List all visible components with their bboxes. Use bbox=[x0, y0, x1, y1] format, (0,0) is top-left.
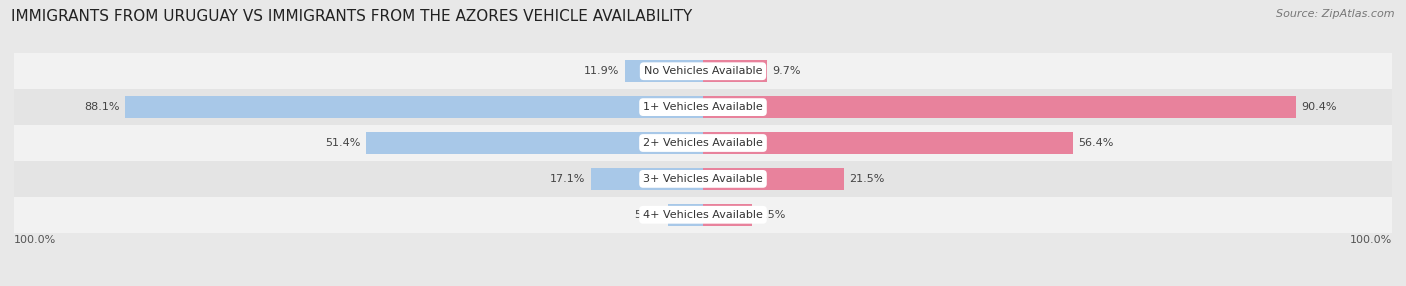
Text: 5.4%: 5.4% bbox=[634, 210, 662, 220]
Text: 3+ Vehicles Available: 3+ Vehicles Available bbox=[643, 174, 763, 184]
Text: 100.0%: 100.0% bbox=[1350, 235, 1392, 245]
Text: 7.5%: 7.5% bbox=[758, 210, 786, 220]
Bar bbox=[703, 204, 752, 226]
Bar bbox=[703, 96, 1296, 118]
Text: No Vehicles Available: No Vehicles Available bbox=[644, 66, 762, 76]
Text: 100.0%: 100.0% bbox=[14, 235, 56, 245]
Text: 88.1%: 88.1% bbox=[84, 102, 120, 112]
Bar bbox=[14, 53, 1392, 89]
Bar bbox=[14, 89, 1392, 125]
Bar bbox=[14, 125, 1392, 161]
Text: 21.5%: 21.5% bbox=[849, 174, 884, 184]
Text: 51.4%: 51.4% bbox=[325, 138, 360, 148]
Bar bbox=[703, 132, 1073, 154]
Text: IMMIGRANTS FROM URUGUAY VS IMMIGRANTS FROM THE AZORES VEHICLE AVAILABILITY: IMMIGRANTS FROM URUGUAY VS IMMIGRANTS FR… bbox=[11, 9, 693, 23]
Bar bbox=[668, 204, 703, 226]
Bar bbox=[703, 168, 844, 190]
Bar bbox=[14, 161, 1392, 197]
Text: Source: ZipAtlas.com: Source: ZipAtlas.com bbox=[1277, 9, 1395, 19]
Bar bbox=[624, 60, 703, 82]
Text: 90.4%: 90.4% bbox=[1302, 102, 1337, 112]
Text: 17.1%: 17.1% bbox=[550, 174, 585, 184]
Bar bbox=[591, 168, 703, 190]
Bar bbox=[14, 197, 1392, 233]
Text: 2+ Vehicles Available: 2+ Vehicles Available bbox=[643, 138, 763, 148]
Text: 1+ Vehicles Available: 1+ Vehicles Available bbox=[643, 102, 763, 112]
Text: 56.4%: 56.4% bbox=[1078, 138, 1114, 148]
Text: 4+ Vehicles Available: 4+ Vehicles Available bbox=[643, 210, 763, 220]
Text: 11.9%: 11.9% bbox=[585, 66, 620, 76]
Bar bbox=[703, 60, 766, 82]
Bar bbox=[125, 96, 703, 118]
Text: 9.7%: 9.7% bbox=[772, 66, 800, 76]
Bar bbox=[366, 132, 703, 154]
